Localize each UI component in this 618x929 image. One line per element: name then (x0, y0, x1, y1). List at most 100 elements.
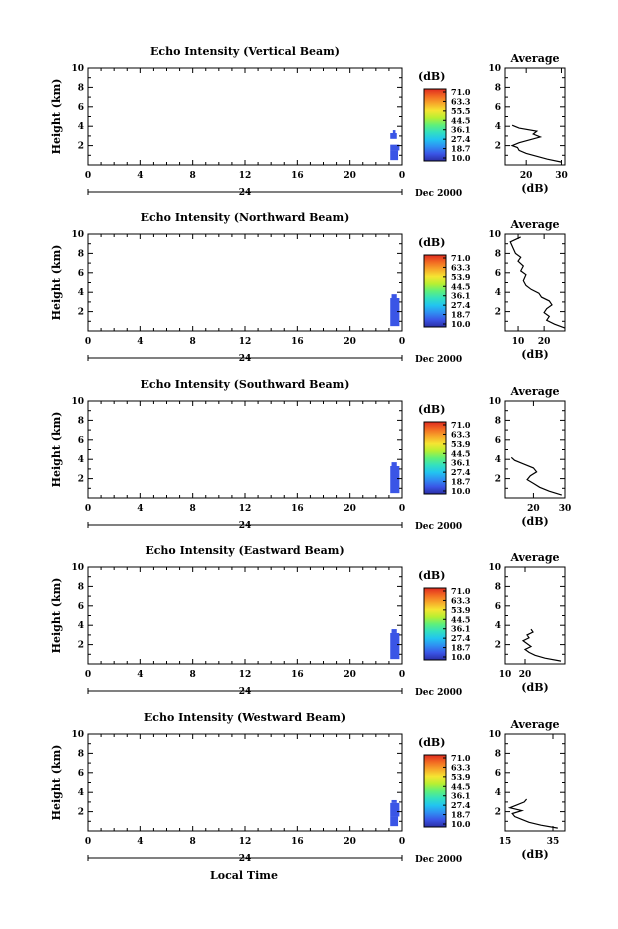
colorbar-tick-label: 18.7 (451, 477, 470, 487)
chart-title: Echo Intensity (Northward Beam) (141, 211, 350, 224)
profile-title: Average (509, 718, 559, 731)
y-tick-label: 10 (71, 563, 84, 573)
echo-block (391, 462, 397, 466)
date-tick-label: 24 (239, 521, 252, 531)
x-tick-label: 0 (85, 171, 91, 181)
colorbar (423, 421, 447, 495)
x-tick-label: 4 (137, 504, 143, 514)
profile-y-tick-label: 2 (495, 142, 501, 152)
colorbar-tick-label: 63.3 (451, 262, 471, 272)
y-tick-label: 4 (78, 455, 84, 465)
x-tick-label: 0 (399, 837, 405, 847)
x-tick-label: 16 (291, 837, 304, 847)
colorbar-tick-label: 44.5 (451, 781, 470, 791)
plot-frame (87, 566, 403, 665)
date-tick-label: 24 (239, 854, 252, 864)
echo-block (390, 150, 399, 161)
profile-line (509, 236, 566, 329)
colorbar-tick-label: 27.4 (451, 300, 471, 310)
plot-frame (87, 733, 403, 832)
profile-y-tick-label: 4 (495, 122, 501, 132)
chart-title: Echo Intensity (Southward Beam) (141, 378, 350, 391)
colorbar (423, 254, 447, 328)
echo-block (391, 629, 397, 633)
profile-y-tick-label: 6 (495, 602, 501, 612)
x-tick-label: 16 (291, 504, 304, 514)
echo-block (391, 799, 397, 803)
echo-block (390, 132, 397, 139)
profile-x-label: (dB) (521, 348, 548, 361)
y-tick-label: 2 (78, 308, 84, 318)
colorbar-label: (dB) (418, 403, 445, 416)
colorbar-tick-label: 63.3 (451, 429, 471, 439)
y-tick-label: 6 (78, 103, 84, 113)
profile-y-tick-label: 2 (495, 475, 501, 485)
colorbar-tick-label: 71.0 (451, 87, 471, 97)
chart-title: Echo Intensity (Eastward Beam) (145, 544, 344, 557)
echo-block (390, 632, 400, 660)
profile-title: Average (509, 385, 559, 398)
x-tick-label: 20 (343, 504, 356, 514)
colorbar-tick-label: 27.4 (451, 134, 471, 144)
profile-y-tick-label: 4 (495, 288, 501, 298)
profile-title: Average (509, 52, 559, 65)
profile-y-tick-label: 6 (495, 269, 501, 279)
colorbar-tick-label: 53.9 (451, 272, 471, 282)
date-tick-label: 24 (239, 188, 252, 198)
colorbar-tick-label: 27.4 (451, 467, 471, 477)
profile-y-tick-label: 8 (495, 749, 501, 759)
y-tick-label: 8 (78, 249, 84, 259)
x-tick-label: 20 (343, 670, 356, 680)
x-axis-label: Local Time (210, 869, 278, 882)
colorbar-tick-label: 18.7 (451, 310, 470, 320)
y-tick-label: 6 (78, 436, 84, 446)
colorbar-label: (dB) (418, 70, 445, 83)
y-axis-label: Height (km) (50, 745, 63, 821)
x-tick-label: 0 (85, 337, 91, 347)
y-tick-label: 6 (78, 602, 84, 612)
profile-y-tick-label: 2 (495, 641, 501, 651)
colorbar-tick-label: 71.0 (451, 753, 471, 763)
profile-y-tick-label: 10 (488, 730, 501, 740)
y-tick-label: 4 (78, 288, 84, 298)
y-tick-label: 2 (78, 475, 84, 485)
x-tick-label: 4 (137, 337, 143, 347)
y-tick-label: 2 (78, 142, 84, 152)
y-tick-label: 4 (78, 788, 84, 798)
colorbar-tick-label: 44.5 (451, 614, 470, 624)
date-label: Dec 2000 (415, 688, 462, 698)
y-tick-label: 2 (78, 641, 84, 651)
profile-frame (504, 566, 566, 665)
x-tick-label: 8 (190, 670, 196, 680)
y-tick-label: 10 (71, 730, 84, 740)
x-tick-label: 16 (291, 670, 304, 680)
colorbar-tick-label: 63.3 (451, 96, 471, 106)
y-tick-label: 6 (78, 769, 84, 779)
profile-line (510, 456, 562, 496)
profile-x-tick-label: 10 (499, 670, 512, 680)
colorbar-tick-label: 10.0 (451, 486, 471, 496)
profile-x-tick-label: 20 (538, 337, 551, 347)
profile-y-tick-label: 10 (488, 64, 501, 74)
x-tick-label: 12 (239, 837, 252, 847)
y-tick-label: 10 (71, 397, 84, 407)
y-tick-label: 10 (71, 230, 84, 240)
date-tick-label: 24 (239, 354, 252, 364)
profile-y-tick-label: 6 (495, 769, 501, 779)
echo-block (390, 802, 400, 817)
echo-block (390, 298, 400, 327)
x-tick-label: 8 (190, 504, 196, 514)
profile-x-tick-label: 30 (555, 171, 568, 181)
x-tick-label: 20 (343, 337, 356, 347)
profile-y-tick-label: 8 (495, 416, 501, 426)
profile-frame (504, 400, 566, 499)
colorbar-tick-label: 27.4 (451, 633, 471, 643)
profile-y-tick-label: 10 (488, 563, 501, 573)
profile-y-tick-label: 10 (488, 397, 501, 407)
colorbar-label: (dB) (418, 569, 445, 582)
profile-x-label: (dB) (521, 515, 548, 528)
